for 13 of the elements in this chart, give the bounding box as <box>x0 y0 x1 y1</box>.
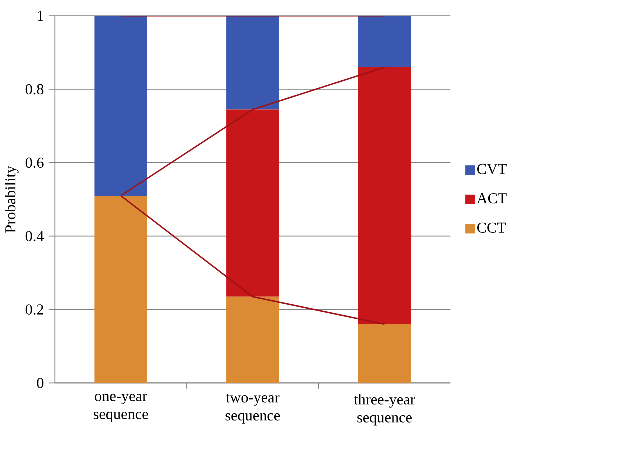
y-axis-title: Probability <box>5 166 19 233</box>
x-tick-label: two-year sequence <box>226 394 280 424</box>
x-tick-label: one-year sequence <box>94 394 148 422</box>
y-tick-label: 0 <box>37 378 44 388</box>
legend-label: CCT <box>478 222 506 233</box>
legend-label: CVT <box>478 164 507 174</box>
y-tick-label: 1 <box>38 10 44 21</box>
x-tick-label: three-year sequence <box>354 394 416 426</box>
y-tick-label: 0.2 <box>26 304 44 315</box>
y-tick-label: 0.6 <box>26 158 44 168</box>
y-tick-label: 0.4 <box>26 231 44 242</box>
legend-label: ACT <box>477 193 507 204</box>
y-tick-label: 0.8 <box>26 84 44 94</box>
